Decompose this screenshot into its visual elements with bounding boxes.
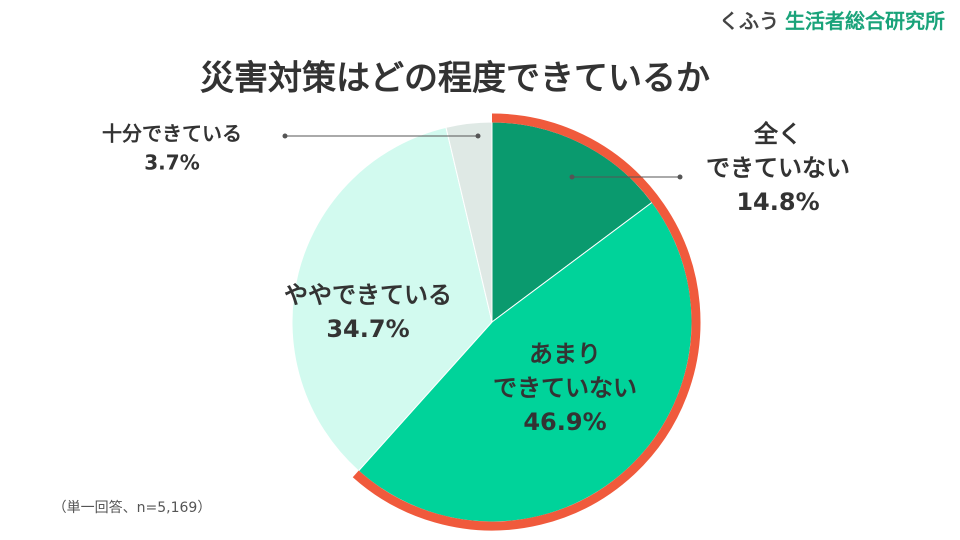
note: （単一回答、n=5,169） (53, 499, 212, 516)
pie-slice (291, 126, 493, 472)
leader-dot (282, 133, 288, 139)
brand: くふう 生活者総合研究所 (719, 9, 945, 33)
category-label: 全くできていない (706, 120, 850, 182)
brand-name: くふう (719, 9, 779, 33)
chart-title: 災害対策はどの程度できているか (200, 59, 710, 99)
category-label: あまりできていない (493, 340, 637, 402)
leader-dot (569, 174, 575, 180)
category-label: ややできている (284, 281, 452, 309)
value-label: 46.9% (523, 408, 606, 436)
leader-dot (475, 133, 481, 139)
value-label: 34.7% (326, 315, 409, 343)
value-label: 14.8% (736, 188, 819, 216)
brand-org: 生活者総合研究所 (785, 9, 945, 33)
highlight-arc (352, 113, 701, 531)
category-label: 十分できている (102, 122, 242, 146)
pie-slice (445, 121, 493, 323)
value-label: 3.7% (144, 151, 199, 175)
leader-dot (677, 174, 683, 180)
